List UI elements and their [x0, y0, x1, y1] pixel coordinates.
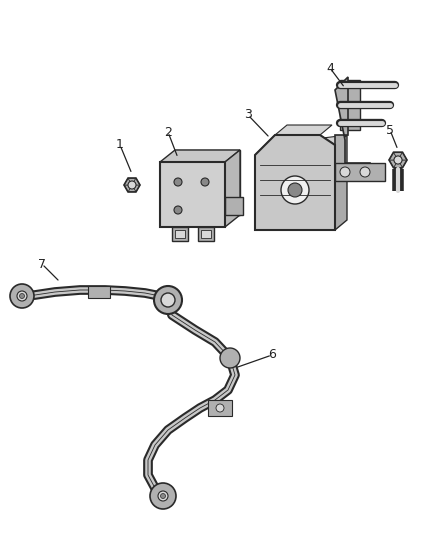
Polygon shape — [335, 77, 370, 170]
Bar — [335, 163, 385, 181]
Bar — [201, 230, 211, 238]
Bar — [198, 227, 214, 241]
Polygon shape — [124, 185, 132, 192]
Polygon shape — [393, 152, 403, 160]
Circle shape — [201, 178, 209, 186]
Circle shape — [220, 348, 240, 368]
Polygon shape — [255, 135, 335, 230]
Polygon shape — [160, 150, 240, 162]
Circle shape — [360, 167, 370, 177]
Circle shape — [17, 291, 27, 301]
Polygon shape — [128, 185, 136, 192]
Polygon shape — [128, 178, 136, 185]
Text: 7: 7 — [38, 257, 46, 271]
Polygon shape — [335, 135, 347, 230]
Text: 6: 6 — [268, 349, 276, 361]
Text: 5: 5 — [386, 124, 394, 136]
Bar — [88, 286, 110, 298]
Polygon shape — [132, 185, 140, 192]
Circle shape — [174, 206, 182, 214]
Bar — [175, 230, 185, 238]
Polygon shape — [340, 80, 360, 130]
Circle shape — [174, 178, 182, 186]
Polygon shape — [393, 160, 403, 168]
Circle shape — [394, 156, 402, 164]
Circle shape — [10, 284, 34, 308]
Polygon shape — [225, 150, 240, 227]
Text: 3: 3 — [244, 109, 252, 122]
Polygon shape — [389, 152, 398, 160]
Circle shape — [128, 181, 136, 189]
Polygon shape — [132, 178, 140, 185]
Polygon shape — [175, 150, 240, 215]
Text: 2: 2 — [164, 125, 172, 139]
Bar — [225, 197, 243, 215]
Polygon shape — [398, 160, 407, 168]
Circle shape — [161, 293, 175, 307]
Circle shape — [162, 294, 174, 306]
Circle shape — [158, 491, 168, 501]
Circle shape — [340, 167, 350, 177]
Circle shape — [281, 176, 309, 204]
Polygon shape — [389, 160, 398, 168]
Circle shape — [156, 288, 180, 312]
Circle shape — [154, 286, 182, 314]
Polygon shape — [124, 178, 132, 185]
Polygon shape — [398, 152, 407, 160]
Bar — [208, 400, 232, 416]
Circle shape — [20, 294, 25, 298]
Text: 4: 4 — [326, 61, 334, 75]
Polygon shape — [255, 125, 347, 155]
Text: 1: 1 — [116, 139, 124, 151]
Bar — [172, 227, 188, 241]
Circle shape — [288, 183, 302, 197]
Circle shape — [160, 494, 166, 498]
Polygon shape — [160, 162, 225, 227]
Circle shape — [150, 483, 176, 509]
Circle shape — [216, 404, 224, 412]
